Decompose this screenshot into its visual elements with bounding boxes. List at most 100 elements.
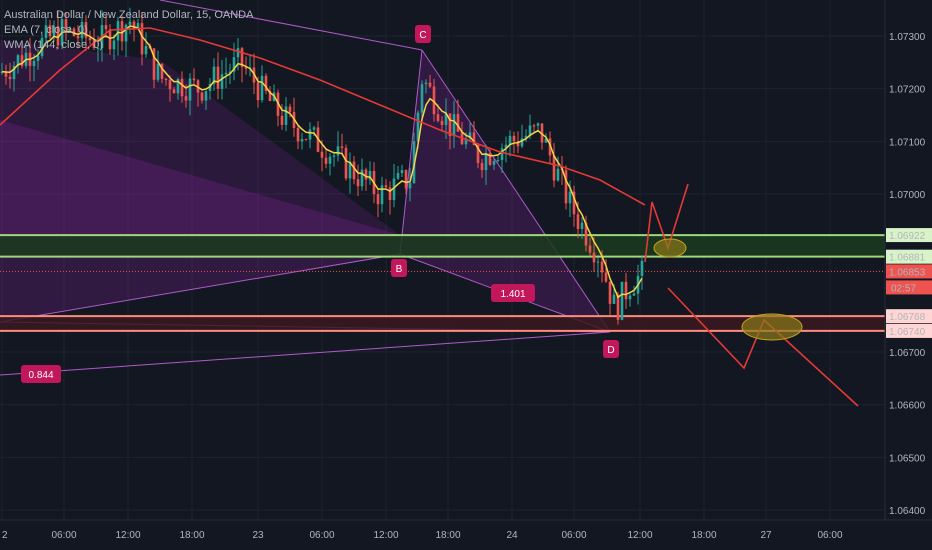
candle-body [376, 194, 380, 205]
countdown-bg [886, 280, 932, 295]
price-tick: 1.06600 [889, 401, 926, 412]
candle-body [632, 293, 636, 296]
pattern-leg [159, 0, 423, 51]
candle-body [320, 151, 324, 158]
candle-body [12, 65, 16, 80]
current-price-tag: 1.06853 [889, 267, 926, 278]
green-zone-price-tag-bg [886, 228, 932, 243]
candle-body [152, 48, 156, 80]
candle-body [340, 146, 344, 148]
candle-body [296, 127, 300, 142]
time-tick: 12:00 [115, 530, 140, 541]
candle-body [68, 28, 72, 30]
xab-upper-fill [0, 40, 400, 235]
candle-body [392, 178, 396, 201]
candle-body [92, 40, 96, 49]
candle-body [88, 37, 92, 41]
candle-body [356, 179, 360, 187]
ratio-xb-label-box [21, 365, 61, 383]
price-tick: 1.07300 [889, 32, 926, 43]
candle-body [572, 191, 576, 215]
candle-body [436, 114, 440, 121]
time-tick: 24 [506, 530, 518, 541]
candle-body [192, 78, 196, 81]
red-zone-price-tag: 1.06768 [889, 312, 926, 323]
candle-body [616, 294, 620, 320]
time-tick: 12:00 [373, 530, 398, 541]
candle-body [548, 138, 552, 156]
symbol-title[interactable]: Australian Dollar / New Zealand Dollar, … [4, 9, 254, 21]
candle-body [44, 25, 48, 38]
candle-body [600, 261, 604, 273]
price-axis[interactable]: 1.07300 1.07200 1.07100 1.07000 1.06922 1.068… [884, 0, 932, 550]
price-tick: 1.07000 [889, 190, 926, 201]
candle-body [284, 106, 288, 125]
candlestick-series [0, 7, 644, 325]
candle-body [32, 60, 36, 67]
candle-body [468, 132, 472, 139]
ratio-bd-label: 1.401 [491, 284, 535, 302]
time-tick: 06:00 [51, 530, 76, 541]
candle-body [420, 84, 424, 113]
candle-body [64, 19, 68, 30]
candle-body [212, 66, 216, 84]
point-b-label-box [391, 259, 407, 277]
price-tick: 1.07200 [889, 85, 926, 96]
time-tick: 23 [252, 530, 264, 541]
candle-body [8, 76, 12, 80]
target-ellipse-lower [741, 313, 803, 341]
candle-body [328, 156, 332, 164]
candle-body [172, 89, 176, 94]
candle-body [488, 152, 492, 165]
candle-body [116, 21, 120, 41]
candle-body [80, 22, 84, 39]
candle-body [480, 163, 484, 171]
candle-body [4, 71, 8, 77]
candle-body [308, 129, 312, 140]
candle-body [520, 138, 524, 147]
time-tick: 06:00 [309, 530, 334, 541]
candle-body [608, 281, 612, 304]
time-axis[interactable]: 2 06:00 12:00 18:00 23 06:00 12:00 18:00 24 06:00… [0, 519, 932, 541]
candle-body [604, 272, 608, 282]
pattern-leg [0, 253, 401, 323]
point-b-label-text: B [396, 264, 403, 275]
candle-body [500, 148, 504, 160]
candle-body [20, 55, 24, 66]
candle-body [200, 92, 204, 101]
candle-body [228, 71, 232, 73]
candle-body [444, 113, 448, 126]
candle-body [336, 146, 340, 156]
candle-body [84, 22, 88, 38]
point-d-label: D [603, 340, 619, 358]
candle-body [508, 135, 512, 145]
candle-body [496, 159, 500, 162]
candle-body [256, 82, 260, 101]
time-tick: 2 [2, 530, 8, 541]
candle-body [568, 191, 572, 204]
candle-body [432, 86, 436, 115]
ratio-bd-label-box [491, 284, 535, 302]
time-tick: 18:00 [435, 530, 460, 541]
ratio-xb-label-text: 0.844 [28, 370, 53, 381]
green-resistance-zone [0, 235, 885, 257]
wma-legend[interactable]: WMA (144, close, 0) [4, 39, 104, 51]
candle-body [456, 114, 460, 132]
candle-body [160, 63, 164, 79]
candle-body [164, 78, 168, 81]
candle-body [188, 78, 192, 101]
candle-body [36, 56, 40, 61]
candle-body [620, 281, 624, 320]
candle-body [628, 295, 632, 300]
candle-body [448, 113, 452, 137]
candle-body [588, 245, 592, 253]
candle-body [168, 80, 172, 90]
candle-body [640, 260, 644, 276]
ema-legend[interactable]: EMA (7, close, 0) [4, 24, 88, 36]
candle-body [136, 23, 140, 29]
candle-body [472, 132, 476, 146]
price-tick: 1.06700 [889, 348, 926, 359]
red-support-zone [0, 316, 885, 331]
candle-body [400, 170, 404, 174]
